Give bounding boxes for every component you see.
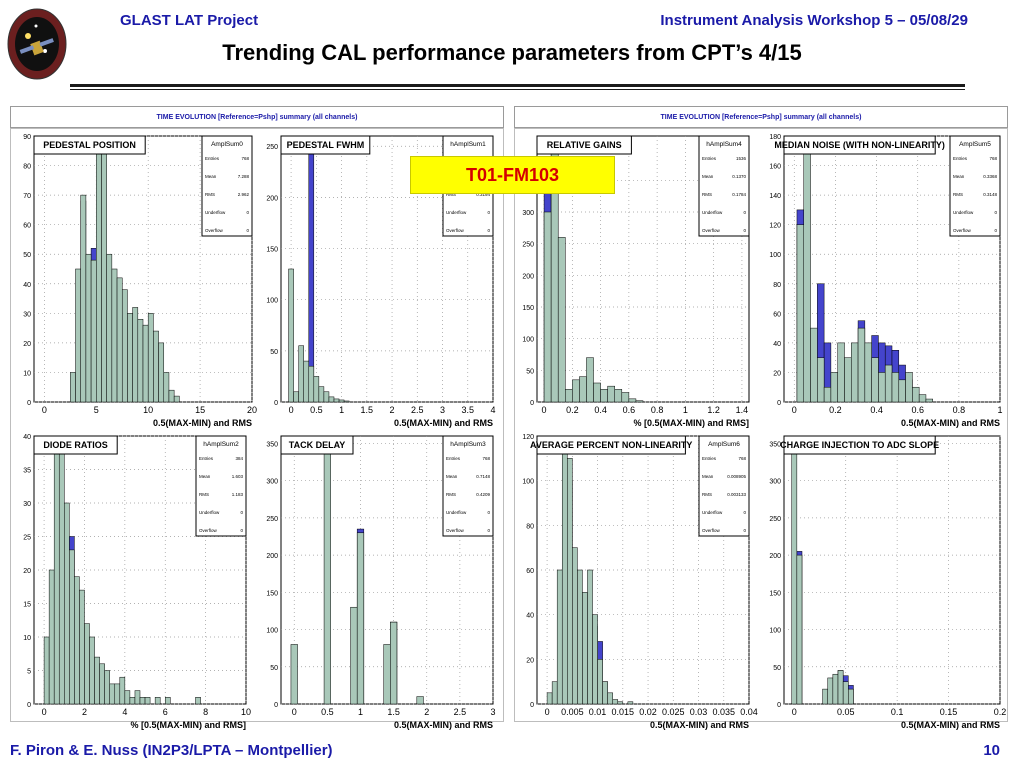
footer-authors: F. Piron & E. Nuss (IN2P3/LPTA – Montpel… xyxy=(10,742,333,759)
panel-body xyxy=(514,128,1008,722)
panel-title: TIME EVOLUTION [Reference=Pshp] summary … xyxy=(514,106,1008,128)
glast-logo xyxy=(7,8,67,80)
summary-panel-right: TIME EVOLUTION [Reference=Pshp] summary … xyxy=(514,106,1008,722)
workshop-label: Instrument Analysis Workshop 5 – 05/08/2… xyxy=(660,12,968,29)
summary-panel-left: TIME EVOLUTION [Reference=Pshp] summary … xyxy=(10,106,504,722)
title-rule xyxy=(70,84,965,87)
panel-body xyxy=(10,128,504,722)
slide-title: Trending CAL performance parameters from… xyxy=(222,40,802,65)
module-id-highlight: T01-FM103 xyxy=(410,156,615,194)
title-rule-thin xyxy=(70,89,965,90)
panel-title: TIME EVOLUTION [Reference=Pshp] summary … xyxy=(10,106,504,128)
page-number: 10 xyxy=(983,742,1000,759)
project-label: GLAST LAT Project xyxy=(120,12,259,29)
